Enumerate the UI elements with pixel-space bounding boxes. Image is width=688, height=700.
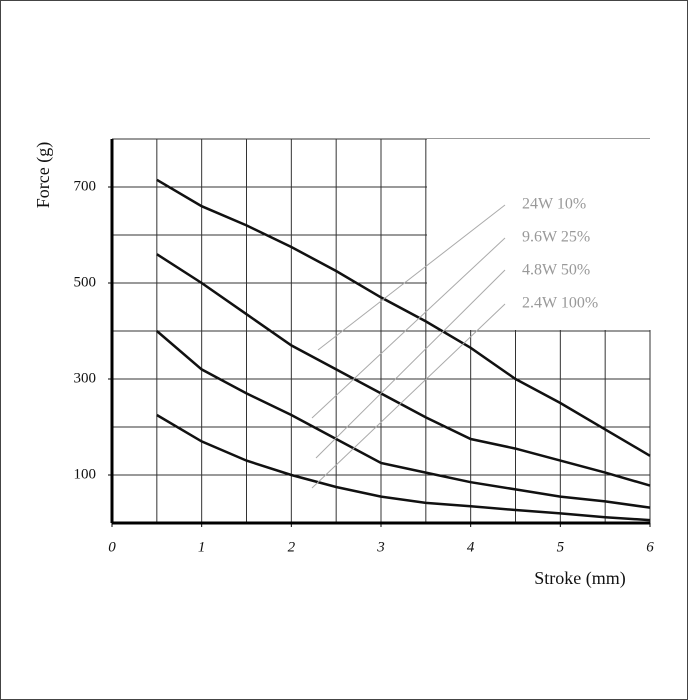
legend-label: 9.6W 25% [522, 229, 590, 246]
y-tick-label: 700 [74, 178, 97, 194]
arrow [311, 303, 506, 489]
y-axis-label: Force (g) [33, 142, 54, 208]
legend-arrows [311, 204, 506, 489]
legend-label: 24W 10% [522, 196, 586, 213]
y-tick-label: 500 [74, 274, 97, 290]
legend-label: 2.4W 100% [522, 295, 598, 312]
arrow [317, 204, 506, 351]
x-tick-label: 1 [198, 539, 206, 555]
x-tick-label: 5 [557, 539, 565, 555]
x-tick-label: 6 [646, 539, 654, 555]
arrow [311, 237, 506, 419]
x-axis-label: Stroke (mm) [534, 568, 626, 589]
y-tick-label: 300 [74, 370, 97, 386]
series-line [156, 253, 651, 487]
series-line [156, 178, 651, 457]
series-line [156, 330, 651, 509]
y-tick-label: 100 [74, 466, 97, 482]
legend-label: 4.8W 50% [522, 262, 590, 279]
series-line [156, 413, 651, 522]
arrow [315, 269, 506, 459]
curve-layer [156, 178, 651, 522]
x-tick-label: 4 [467, 539, 475, 555]
x-tick-label: 0 [108, 539, 116, 555]
x-tick-label: 2 [288, 539, 296, 555]
legend-area [427, 139, 651, 330]
x-tick-label: 3 [376, 539, 385, 555]
